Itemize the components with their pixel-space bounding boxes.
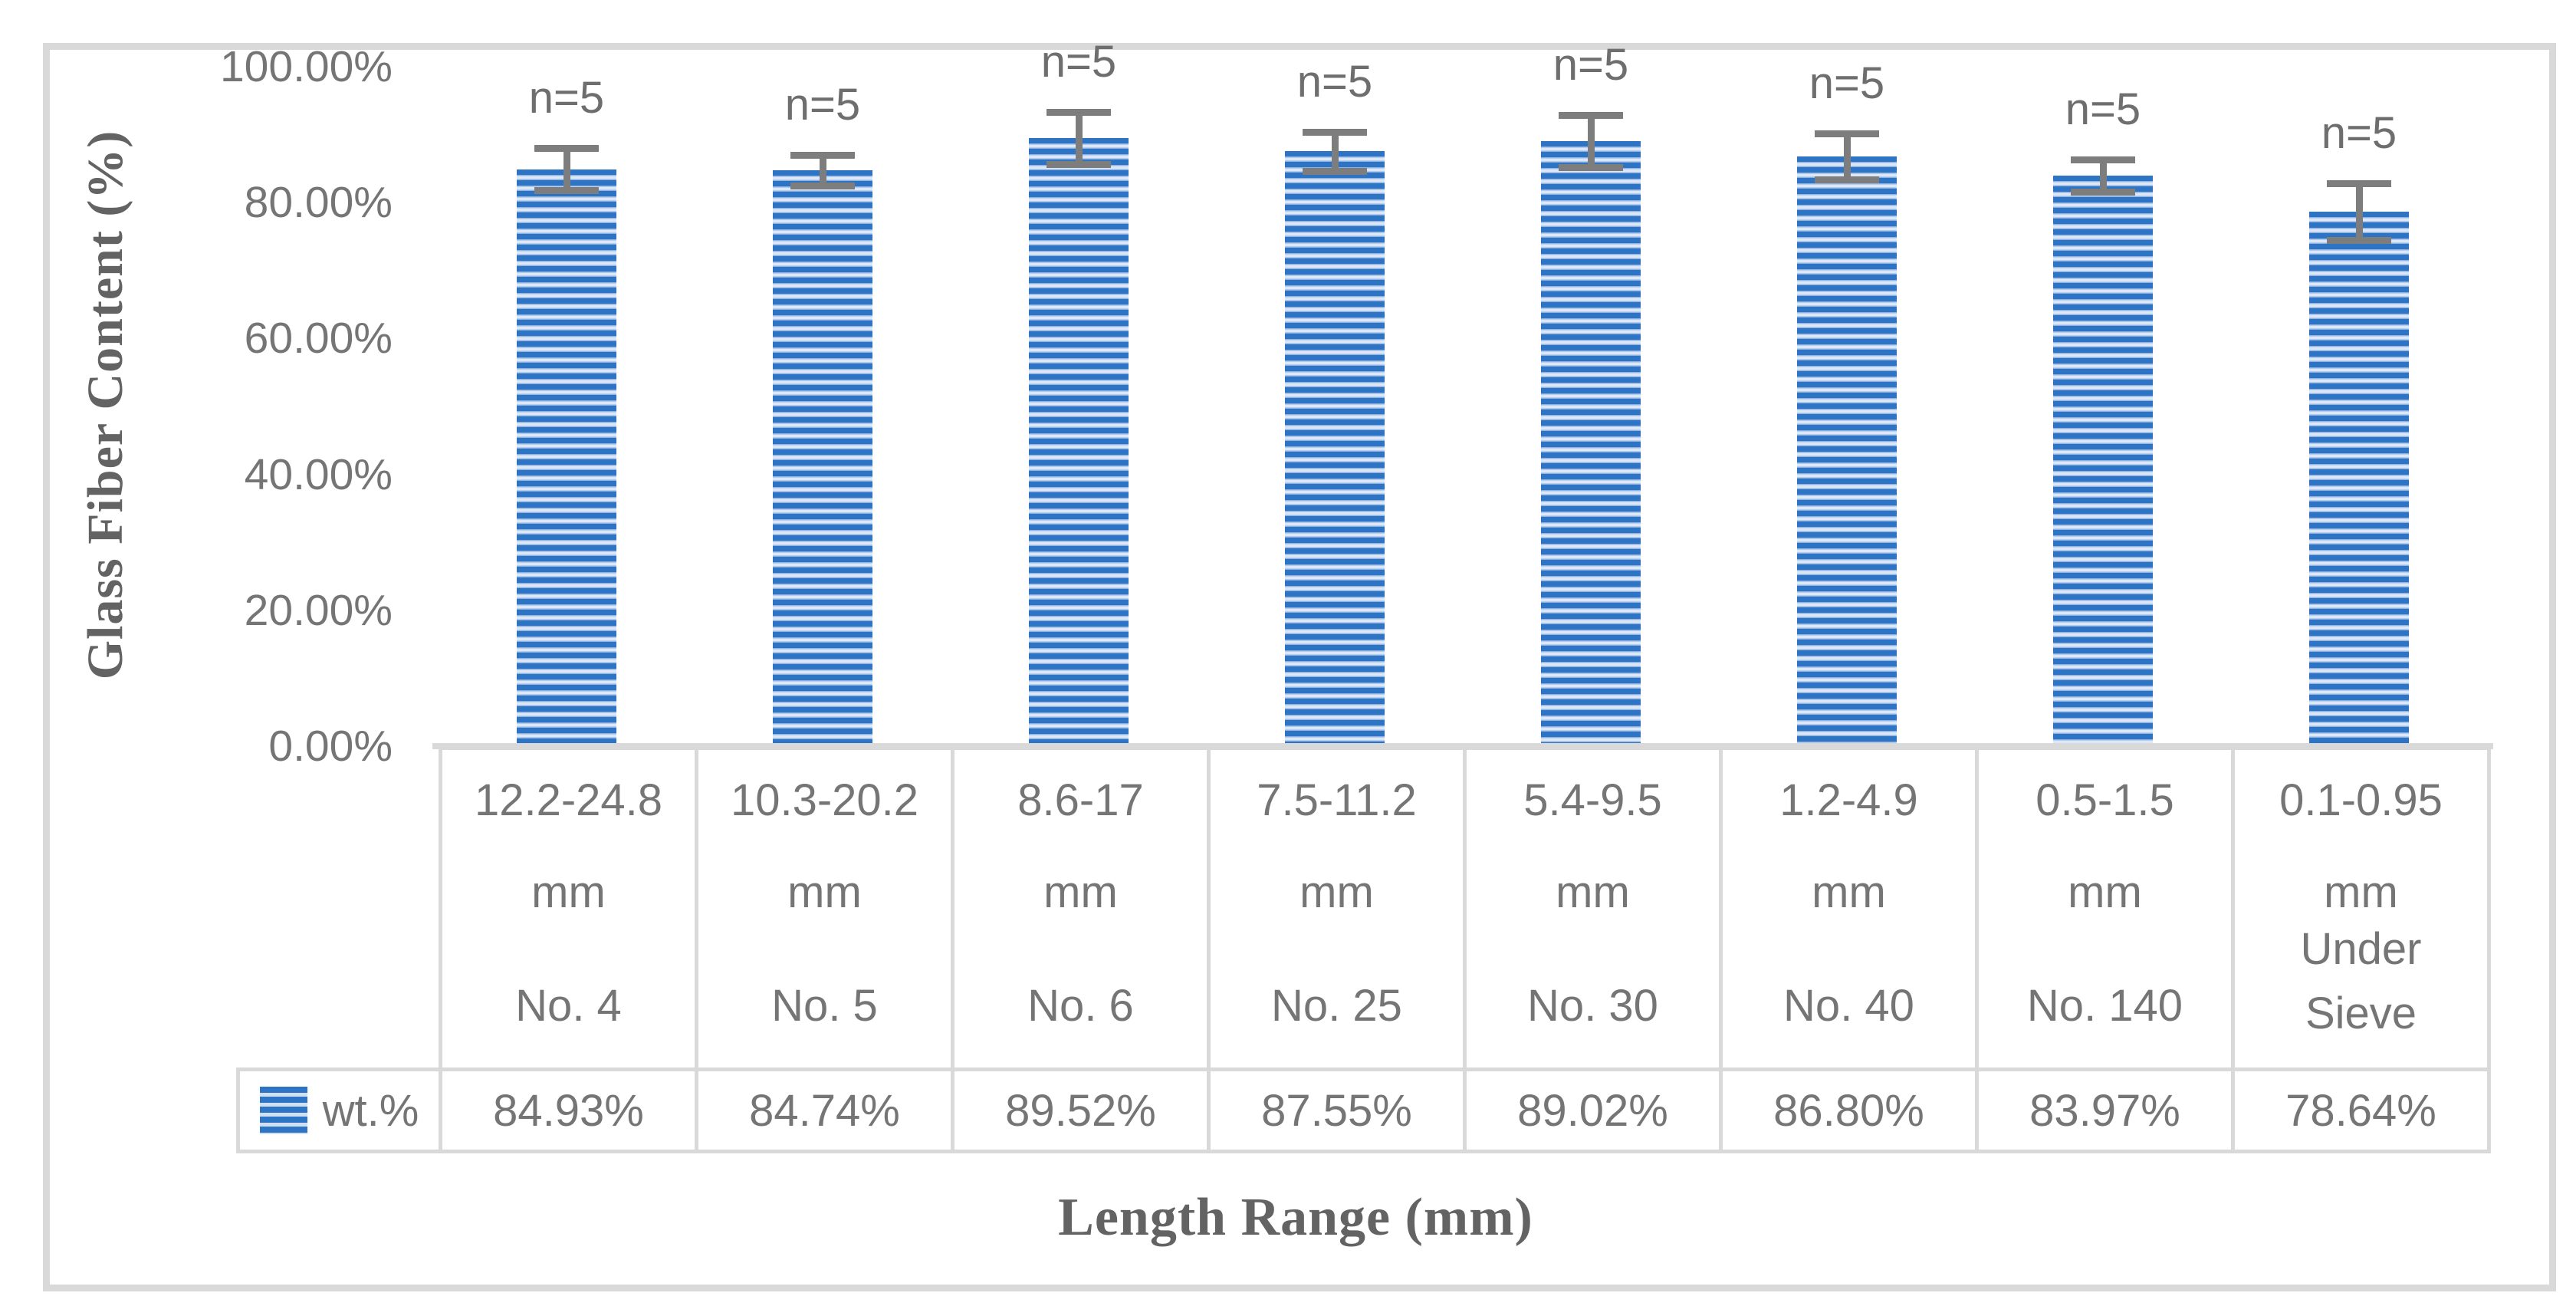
error-bar-cap-top (1559, 112, 1623, 120)
category-sieve-label: No. 6 (1027, 981, 1134, 1031)
bar-wt-percent (2053, 176, 2153, 746)
category-sieve-label: No. 40 (1783, 981, 1914, 1031)
category-sieve-label: No. 140 (2026, 981, 2183, 1031)
category-unit-label: mm (787, 867, 862, 917)
y-axis-tick-label: 20.00% (244, 585, 393, 635)
error-bar-line (2099, 163, 2107, 189)
bar-count-label: n=5 (2321, 108, 2397, 159)
table-category-cell: 0.1-0.95 mm Under Sieve (2231, 746, 2491, 1071)
table-value-cell: 89.02% (1463, 1067, 1723, 1153)
category-unit-label: mm (2068, 867, 2142, 917)
bar-wt-percent (1285, 151, 1385, 746)
error-bar-line (1075, 114, 1083, 161)
error-bar-cap-bottom (1559, 164, 1623, 172)
error-bar-cap-bottom (534, 186, 599, 194)
category-unit-label: mm (531, 867, 606, 917)
bar-wt-percent (1029, 137, 1129, 746)
category-sieve-label: No. 5 (771, 981, 878, 1031)
error-bar-cap-top (534, 145, 599, 153)
category-unit-label: mm (1300, 867, 1374, 917)
bar-wt-percent (1797, 156, 1897, 746)
error-bar-cap-bottom (2327, 237, 2391, 245)
bar-count-label: n=5 (1296, 57, 1373, 107)
y-axis-tick-label: 40.00% (244, 449, 393, 499)
category-unit-label: mm (1043, 867, 1118, 917)
error-bar-line (1843, 137, 1851, 176)
table-category-cell: 0.5-1.5 mm No. 140 (1975, 746, 2235, 1071)
table-category-cell: 7.5-11.2 mm No. 25 (1207, 746, 1467, 1071)
error-bar-cap-top (790, 152, 855, 160)
bar-count-label: n=5 (528, 73, 605, 123)
table-value-cell: 84.74% (695, 1067, 955, 1153)
bar-wt-percent (517, 169, 616, 746)
error-bar-line (2355, 186, 2363, 238)
legend-cell: wt.% (236, 1067, 442, 1153)
y-axis-tick-label: 100.00% (219, 42, 393, 91)
category-range-label: 5.4-9.5 (1523, 775, 1662, 825)
category-sieve-label: Under Sieve (2300, 924, 2422, 1038)
error-bar-cap-bottom (2071, 188, 2135, 196)
category-range-label: 8.6-17 (1017, 775, 1144, 825)
table-value-cell: 87.55% (1207, 1067, 1467, 1153)
category-range-label: 10.3-20.2 (730, 775, 919, 825)
error-bar-line (563, 151, 570, 187)
category-range-label: 12.2-24.8 (474, 775, 663, 825)
category-unit-label: mm (1556, 867, 1630, 917)
bar-wt-percent (773, 170, 872, 746)
error-bar-line (1587, 118, 1595, 165)
y-axis-tick-label: 80.00% (244, 178, 393, 228)
category-unit-label: mm (1812, 867, 1886, 917)
bar-wt-percent (1541, 141, 1641, 746)
bar-count-label: n=5 (2065, 84, 2141, 135)
category-sieve-label: No. 25 (1271, 981, 1402, 1031)
error-bar-cap-top (2071, 156, 2135, 164)
legend-swatch-wt-percent (259, 1087, 307, 1134)
table-value-cell: 78.64% (2231, 1067, 2491, 1153)
error-bar-cap-bottom (1046, 160, 1111, 168)
table-value-cell: 86.80% (1719, 1067, 1979, 1153)
y-axis-tick-label: 0.00% (268, 722, 393, 771)
table-value-cell: 83.97% (1975, 1067, 2235, 1153)
category-range-label: 1.2-4.9 (1779, 775, 1918, 825)
table-category-cell: 8.6-17 mm No. 6 (951, 746, 1211, 1071)
table-category-cell: 10.3-20.2 mm No. 5 (695, 746, 955, 1071)
error-bar-cap-bottom (790, 183, 855, 190)
x-axis-title: Length Range (mm) (1058, 1188, 1533, 1247)
error-bar-cap-bottom (1303, 167, 1367, 175)
bar-count-label: n=5 (784, 80, 861, 130)
table-value-cell: 84.93% (439, 1067, 698, 1153)
category-sieve-label: No. 30 (1527, 981, 1658, 1031)
category-range-label: 0.1-0.95 (2279, 775, 2443, 825)
category-sieve-label: No. 4 (515, 981, 622, 1031)
table-category-cell: 1.2-4.9 mm No. 40 (1719, 746, 1979, 1071)
bar-count-label: n=5 (1040, 36, 1117, 87)
bar-count-label: n=5 (1809, 58, 1885, 109)
category-range-label: 7.5-11.2 (1257, 775, 1417, 825)
error-bar-cap-top (2327, 180, 2391, 188)
error-bar-cap-top (1046, 108, 1111, 116)
bar-wt-percent (2309, 212, 2409, 746)
error-bar-cap-top (1815, 130, 1879, 138)
category-unit-label: mm (2324, 867, 2398, 917)
table-category-cell: 5.4-9.5 mm No. 30 (1463, 746, 1723, 1071)
legend-label: wt.% (322, 1085, 419, 1136)
bar-count-label: n=5 (1552, 40, 1629, 90)
table-category-cell: 12.2-24.8 mm No. 4 (439, 746, 698, 1071)
table-value-cell: 89.52% (951, 1067, 1211, 1153)
error-bar-cap-top (1303, 129, 1367, 137)
error-bar-line (1331, 135, 1339, 168)
y-axis-tick-label: 60.00% (244, 314, 393, 364)
error-bar-cap-bottom (1815, 176, 1879, 183)
error-bar-line (819, 158, 826, 183)
category-range-label: 0.5-1.5 (2036, 775, 2174, 825)
